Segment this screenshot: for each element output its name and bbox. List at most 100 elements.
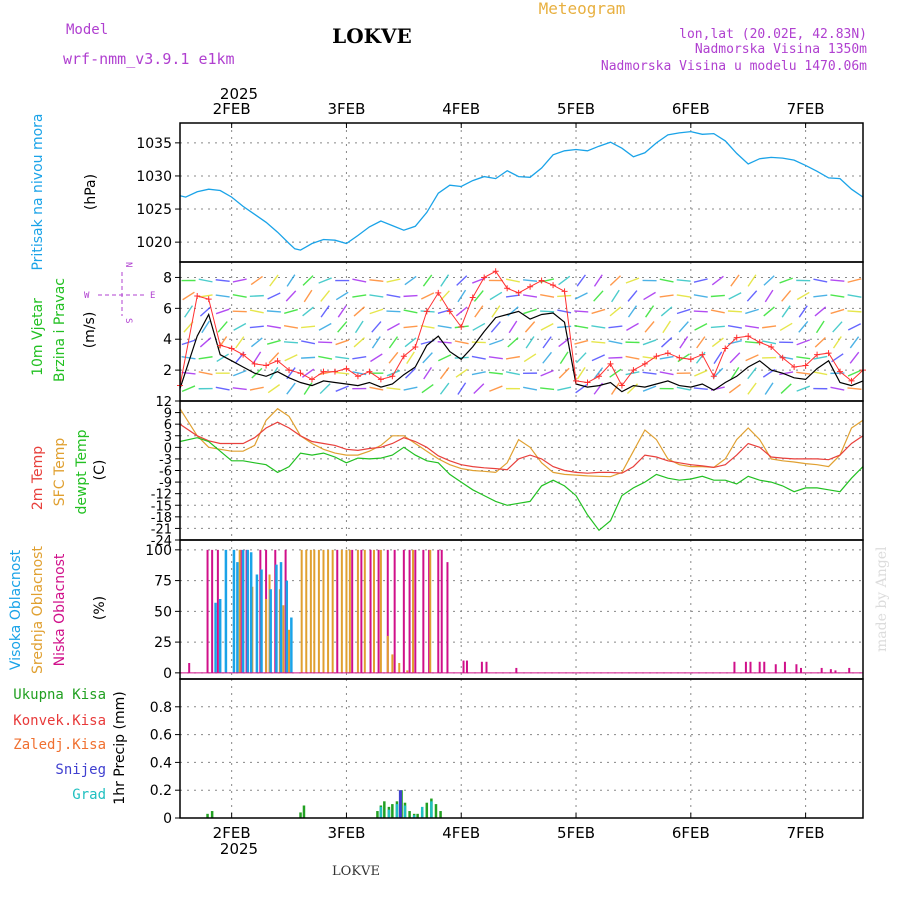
wind-barb — [796, 385, 811, 392]
pressure-outer-label: Pritisak na nivou mora — [30, 113, 46, 270]
wind-outer-label: 10m Vjetar — [30, 298, 46, 376]
compass-east: E — [150, 291, 155, 301]
wind-gust-line — [179, 270, 864, 387]
wind-barb — [780, 383, 792, 394]
wind-barb — [249, 386, 264, 391]
wind-gust-marker — [309, 376, 316, 383]
x-tick-label-bottom: 2FEB — [213, 824, 251, 842]
wind-barb — [371, 336, 381, 349]
wind-barb — [371, 321, 382, 333]
wind-gust-marker — [435, 289, 442, 296]
wind-barb — [764, 289, 774, 303]
snow-bar — [398, 790, 402, 818]
wind-barb — [661, 337, 673, 348]
year-label-bottom: 2025 — [220, 840, 258, 858]
precip-y-tick-label: 0.6 — [150, 728, 172, 744]
pressure-y-tick-label: 1020 — [136, 235, 172, 251]
model-elevation-label: Nadmorska Visina u modelu 1470.06m — [601, 59, 867, 74]
wind-gust-marker — [733, 334, 740, 341]
x-tick-label-top: 7FEB — [787, 100, 825, 118]
meteogram-title: Meteogram — [539, 0, 626, 18]
wind-barb — [659, 371, 674, 376]
temperature-y-tick-label: 0 — [164, 441, 172, 456]
wind-barb — [406, 351, 415, 365]
x-tick-label-bottom: 6FEB — [672, 824, 710, 842]
wind-barb — [710, 325, 725, 329]
wind-barb — [523, 294, 538, 298]
wind-barb — [557, 309, 572, 314]
wind-barb — [693, 294, 708, 298]
graupel-bar — [430, 801, 433, 818]
graupel-bar — [395, 804, 399, 818]
legend-frozen-precip: Zaledj.Kisa — [13, 737, 106, 753]
dewpoint-line — [179, 437, 864, 532]
wind-barb — [505, 371, 520, 376]
cloud-y-tick-label: 25 — [154, 635, 172, 651]
wind-barb — [232, 294, 247, 298]
total_precip-bar — [210, 811, 214, 818]
wind-barb — [591, 325, 606, 329]
wind-barb — [849, 336, 860, 349]
wind-barb — [319, 383, 331, 395]
wind-barb — [369, 294, 384, 298]
wind-barb — [457, 289, 467, 303]
wind-gust-marker — [251, 360, 258, 367]
wind-barb — [283, 325, 299, 329]
cloud-y-tick-label: 50 — [154, 604, 172, 620]
temperature-y-tick-label: 9 — [164, 407, 172, 422]
wind-barb — [250, 337, 263, 348]
wind-barb — [642, 356, 657, 360]
watermark: made by Angel — [874, 546, 890, 652]
wind-barb — [303, 289, 313, 303]
wind-barb — [559, 351, 569, 365]
wind-barb — [814, 337, 826, 348]
wind-barb — [335, 371, 350, 375]
wind-gust-marker — [837, 368, 844, 375]
wind-gust-marker — [561, 288, 568, 295]
wind-barb — [505, 355, 520, 360]
wind-gust-marker — [286, 367, 293, 374]
wind-gust-marker — [653, 353, 660, 360]
x-tick-label-top: 2FEB — [213, 100, 251, 118]
wind-barb — [747, 367, 757, 380]
pressure-frame — [179, 122, 864, 263]
wind-barb — [696, 336, 706, 349]
wind-barb — [626, 322, 639, 331]
wind-barb — [642, 371, 657, 375]
wind-barb — [405, 367, 417, 379]
total_precip-bar — [299, 812, 302, 818]
x-tick-label-bottom: 4FEB — [442, 824, 480, 842]
wind-barb — [813, 278, 828, 283]
wind-barb — [182, 291, 195, 301]
wind-barb — [201, 320, 210, 334]
wind-barb — [523, 353, 537, 363]
wind-barb — [625, 371, 640, 376]
wind-barb — [181, 385, 196, 393]
wind-barb — [693, 278, 708, 283]
wind-barb — [575, 352, 587, 364]
wind-barb — [591, 354, 605, 362]
total_precip-bar — [425, 802, 429, 818]
precip-y-tick-label: 0.8 — [150, 700, 172, 716]
wind-barb — [301, 368, 315, 378]
wind-barb — [301, 340, 316, 345]
graupel-bar — [420, 806, 424, 818]
wind-barb — [386, 310, 401, 313]
wind-barb — [847, 387, 862, 391]
model-name: wrf-nmm_v3.9.1 e1km — [63, 50, 235, 68]
wind-barb — [184, 305, 194, 318]
wind-barb — [798, 305, 808, 318]
total_precip-bar — [376, 811, 379, 818]
wind-barb — [591, 308, 606, 315]
wind-barb — [471, 371, 486, 376]
total_precip-bar — [434, 804, 438, 818]
wind-barb — [779, 371, 794, 376]
temperature-y-tick-label: -15 — [151, 499, 172, 514]
wind-barb — [198, 371, 213, 376]
wind-barb — [490, 321, 501, 333]
wind-barb — [832, 336, 842, 349]
precip-unit-label: 1hr Precip (mm) — [112, 691, 128, 804]
wind-barb — [796, 291, 810, 301]
wind-barb — [456, 275, 468, 286]
